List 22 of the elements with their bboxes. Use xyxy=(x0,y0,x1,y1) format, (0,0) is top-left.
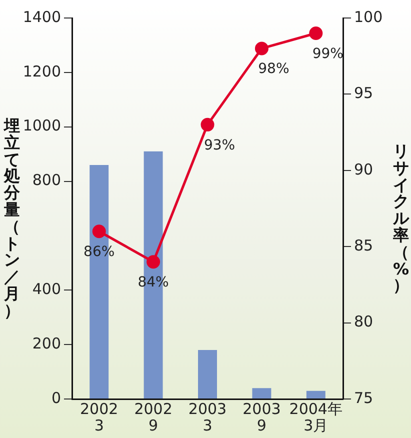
y-tick-label: 200 xyxy=(32,334,61,352)
y-tick-label: 1200 xyxy=(22,62,61,80)
x-tick-label: 2003 9 xyxy=(242,400,281,435)
y-tick-label: 0 xyxy=(51,388,61,407)
y2-tick-label: 80 xyxy=(354,312,374,331)
x-tick-label: 2002 3 xyxy=(80,400,118,435)
text: リサイクル率（%） xyxy=(392,141,409,295)
x-tick-label: 2004年 3月 xyxy=(289,400,342,435)
y2-tick-label: 75 xyxy=(354,388,374,407)
y-tick-label: 800 xyxy=(32,171,61,190)
y-tick-label: 1000 xyxy=(22,116,61,135)
y2-tick-label: 100 xyxy=(354,8,383,26)
text: 埋立て処分量（トン／月） xyxy=(4,116,20,320)
y2-tick-label: 95 xyxy=(354,84,374,102)
y-tick-label: 400 xyxy=(32,280,61,298)
data-label: 93% xyxy=(204,137,236,154)
y-tick-label: 1400 xyxy=(22,8,61,26)
y2-tick-label: 90 xyxy=(354,160,374,178)
x-tick-label: 2002 9 xyxy=(134,400,172,435)
y2-tick-label: 85 xyxy=(354,236,374,254)
x-tick-label: 2003 3 xyxy=(188,400,227,435)
data-label: 98% xyxy=(258,61,290,78)
